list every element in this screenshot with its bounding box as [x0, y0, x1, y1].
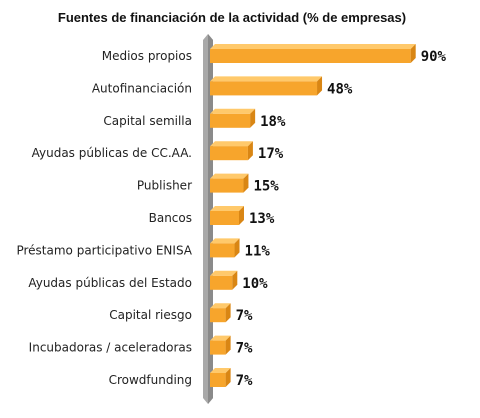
- bar: [210, 308, 226, 323]
- bar-end-face: [243, 173, 249, 193]
- bar-item: Capital riesgo 7%: [109, 303, 253, 324]
- bar-item: Crowdfunding 7%: [109, 368, 253, 389]
- chart-title: Fuentes de financiación de la actividad …: [58, 10, 406, 25]
- category-label: Medios propios: [102, 49, 192, 63]
- bar-item: Incubadoras / aceleradoras 7%: [29, 335, 253, 357]
- bar-top-face: [210, 108, 256, 114]
- bar: [210, 113, 251, 128]
- category-label: Ayudas públicas de CC.AA.: [32, 146, 192, 160]
- bar-top-face: [210, 173, 249, 179]
- category-label: Capital semilla: [103, 114, 192, 128]
- bar: [210, 275, 233, 290]
- bar-item: Publisher 15%: [137, 173, 279, 195]
- bar-end-face: [410, 44, 416, 63]
- bar: [210, 211, 239, 225]
- bar: [210, 243, 235, 258]
- value-label: 7%: [236, 341, 253, 357]
- bar-top-face: [210, 238, 240, 244]
- bar-item: Ayudas públicas de CC.AA. 17%: [32, 141, 284, 162]
- value-label: 7%: [236, 308, 253, 324]
- bar-item: Capital semilla 18%: [103, 108, 286, 130]
- bar-end-face: [238, 206, 244, 225]
- bar: [210, 49, 411, 63]
- bar-item: Bancos 13%: [149, 206, 275, 227]
- bar-end-face: [225, 303, 231, 323]
- bar: [210, 178, 244, 193]
- category-label: Autofinanciación: [92, 81, 192, 95]
- bar-end-face: [247, 141, 253, 161]
- value-label: 13%: [249, 211, 275, 227]
- bar: [210, 81, 318, 96]
- bar: [210, 146, 248, 161]
- bar-top-face: [210, 76, 323, 82]
- value-label: 15%: [253, 179, 279, 195]
- bar-end-face: [250, 108, 256, 128]
- bar-top-face: [210, 270, 238, 276]
- bar-top-face: [210, 335, 231, 341]
- bar-top-face: [210, 206, 244, 211]
- value-label: 11%: [245, 243, 271, 259]
- bar-end-face: [225, 335, 231, 355]
- bar-item: Medios propios 90%: [102, 44, 447, 65]
- value-label: 10%: [242, 276, 268, 292]
- category-label: Bancos: [149, 211, 192, 225]
- bar-end-face: [317, 76, 323, 96]
- category-label: Crowdfunding: [109, 373, 192, 387]
- bar: [210, 340, 226, 355]
- category-label: Capital riesgo: [109, 308, 192, 322]
- bar-item: Ayudas públicas del Estado 10%: [28, 270, 268, 292]
- bar: [210, 373, 226, 387]
- category-label: Préstamo participativo ENISA: [16, 243, 192, 257]
- category-label: Ayudas públicas del Estado: [28, 276, 192, 290]
- bar-top-face: [210, 44, 416, 49]
- bar-top-face: [210, 141, 253, 147]
- category-label: Incubadoras / aceleradoras: [29, 341, 192, 355]
- bar-item: Préstamo participativo ENISA 11%: [16, 238, 270, 259]
- bar-end-face: [232, 270, 238, 290]
- bar-item: Autofinanciación 48%: [92, 76, 353, 97]
- bar-top-face: [210, 303, 231, 309]
- bar-top-face: [210, 368, 231, 373]
- value-label: 7%: [236, 373, 253, 389]
- value-label: 90%: [421, 49, 447, 65]
- value-label: 18%: [260, 114, 286, 130]
- bar-end-face: [225, 368, 231, 387]
- bar-end-face: [234, 238, 240, 258]
- bars-group: Medios propios 90% Autofinanciación 48% Capi…: [16, 44, 447, 389]
- category-label: Publisher: [137, 179, 192, 193]
- value-label: 17%: [258, 146, 284, 162]
- value-label: 48%: [327, 81, 353, 97]
